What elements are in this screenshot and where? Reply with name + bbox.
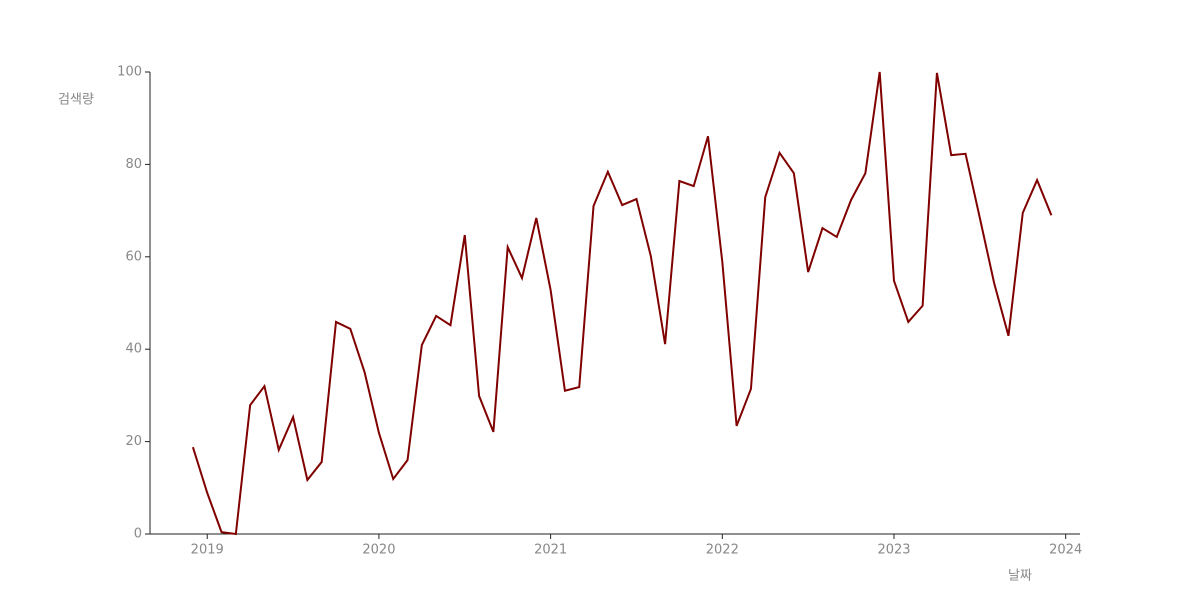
data-line xyxy=(191,71,1053,536)
y-tick-label: 20 xyxy=(125,434,142,449)
x-tick-label: 2019 xyxy=(191,543,224,558)
y-tick-label: 60 xyxy=(125,249,142,264)
x-tick-label: 2023 xyxy=(877,543,910,558)
y-tick-label: 40 xyxy=(125,342,142,357)
x-axis-label: 날짜 xyxy=(1008,569,1032,584)
y-tick-label: 80 xyxy=(125,157,142,172)
y-tick-label: 0 xyxy=(134,527,142,542)
y-axis-label: 검색량 xyxy=(58,93,94,108)
x-tick-label: 2024 xyxy=(1049,543,1082,558)
x-tick-label: 2022 xyxy=(706,543,739,558)
y-tick-label: 100 xyxy=(117,65,142,80)
x-tick-label: 2020 xyxy=(362,543,395,558)
x-tick-label: 2021 xyxy=(534,543,567,558)
